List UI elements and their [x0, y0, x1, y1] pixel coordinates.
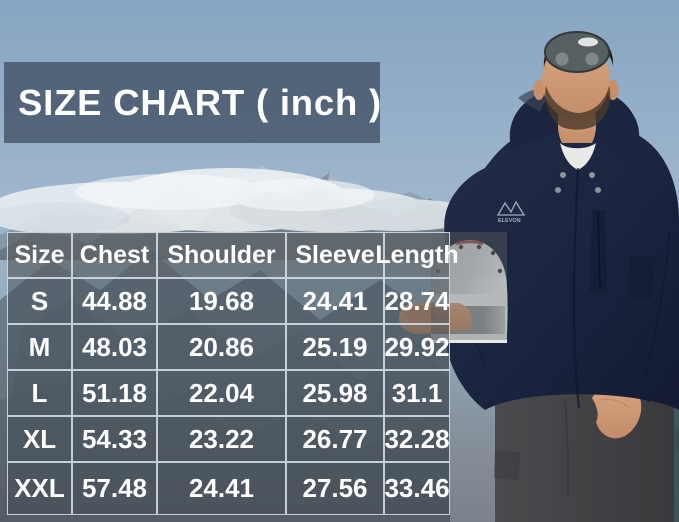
svg-text:ELEVON: ELEVON: [498, 218, 521, 224]
